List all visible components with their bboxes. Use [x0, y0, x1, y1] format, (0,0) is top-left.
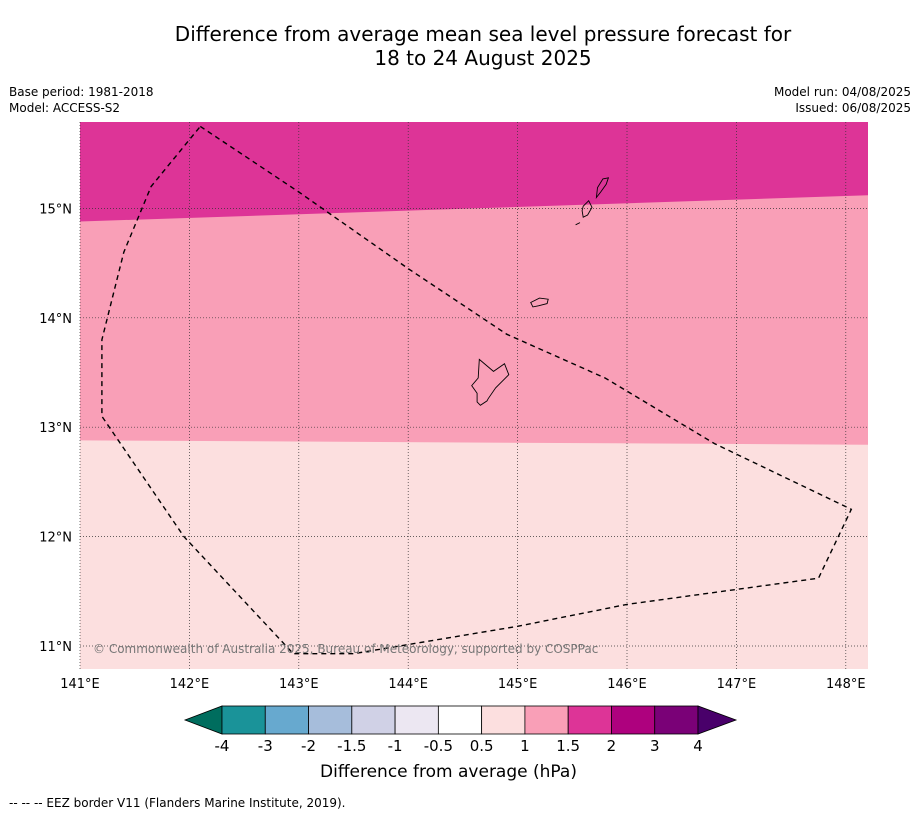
colorbar-extend-high [697, 705, 738, 735]
lat-tick-label: 11°N [39, 640, 72, 655]
band-1-5-to-2 [80, 122, 868, 222]
footnote-eez: -- -- -- EEZ border V11 (Flanders Marine… [9, 796, 346, 810]
lat-tick-label: 15°N [39, 202, 72, 217]
colorbar-segment [221, 705, 266, 735]
meta-right: Model run: 04/08/2025 Issued: 06/08/2025 [774, 84, 911, 116]
island-rota [530, 297, 549, 308]
lat-tick-label: 12°N [39, 531, 72, 546]
chart-title: Difference from average mean sea level p… [0, 22, 919, 70]
lon-tick-label: 145°E [498, 677, 538, 692]
lon-tick-label: 142°E [170, 677, 210, 692]
title-line-1: Difference from average mean sea level p… [174, 22, 792, 46]
colorbar-tick-label: 4 [693, 737, 703, 755]
colorbar-tick-label: -4 [215, 737, 230, 755]
colorbar-segment [654, 705, 699, 735]
lon-tick-label: 144°E [388, 677, 428, 692]
lon-tick-label: 146°E [607, 677, 647, 692]
colorbar-tick-label: -1.5 [337, 737, 366, 755]
colorbar-segment [351, 705, 396, 735]
colorbar-title: Difference from average (hPa) [320, 762, 577, 782]
colorbar-tick-label: 0.5 [470, 737, 494, 755]
model-run: Model run: 04/08/2025 [773, 85, 911, 99]
colorbar-tick-label: -1 [388, 737, 403, 755]
island-aguijan [575, 222, 581, 226]
eez-border [101, 125, 853, 655]
colorbar-segment [264, 705, 309, 735]
colorbar-tick-label: 3 [650, 737, 660, 755]
colorbar-tick-label: -3 [258, 737, 273, 755]
lon-tick-label: 147°E [717, 677, 757, 692]
colorbar-tick-label: 1 [520, 737, 530, 755]
colorbar-segment [524, 705, 569, 735]
base-period: Base period: 1981-2018 [9, 85, 154, 99]
colorbar-tick-label: 1.5 [556, 737, 580, 755]
meta-left: Base period: 1981-2018 Model: ACCESS-S2 [9, 84, 154, 116]
lat-tick-label: 13°N [39, 421, 72, 436]
colorbar-segment [567, 705, 612, 735]
colorbar-tick-label: -2 [301, 737, 316, 755]
colorbar-tick-label: -0.5 [424, 737, 453, 755]
island-saipan [595, 177, 610, 200]
lon-tick-label: 148°E [826, 677, 866, 692]
colorbar-segment [308, 705, 353, 735]
colorbar-segment [437, 705, 483, 735]
model-name: Model: ACCESS-S2 [9, 101, 121, 115]
title-line-2: 18 to 24 August 2025 [374, 46, 592, 70]
island-tinian [581, 199, 593, 218]
island-guam [471, 358, 510, 406]
lon-tick-label: 143°E [279, 677, 319, 692]
issued-date: Issued: 06/08/2025 [795, 101, 911, 115]
lon-tick-label: 141°E [60, 677, 100, 692]
colorbar-segment [481, 705, 526, 735]
copyright-notice: © Commonwealth of Australia 2025, Bureau… [93, 642, 598, 656]
colorbar-extend-low [183, 705, 223, 735]
colorbar-tick-label: 2 [607, 737, 617, 755]
colorbar-segment [394, 705, 439, 735]
lat-tick-label: 14°N [39, 312, 72, 327]
colorbar-segment [611, 705, 656, 735]
